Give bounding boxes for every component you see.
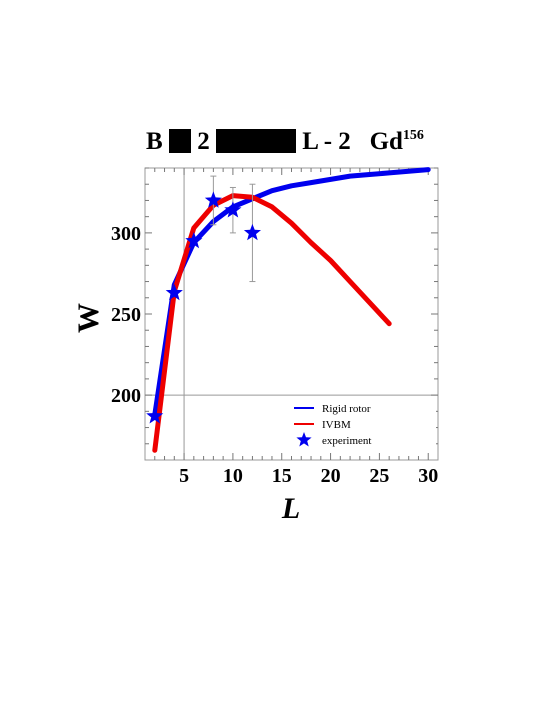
experiment-point (146, 407, 164, 424)
x-axis-label: L (281, 492, 300, 525)
legend-swatch (296, 432, 312, 447)
legend-label: IVBM (322, 419, 351, 431)
y-tick-label: 200 (111, 385, 141, 407)
series-layer (146, 167, 431, 453)
series-line-rigid-rotor (152, 167, 431, 418)
x-tick-label: 20 (321, 465, 341, 487)
title-suffix: L - 2 (302, 128, 351, 155)
x-tick-label: 25 (369, 465, 389, 487)
title-mass: 156 (402, 128, 424, 143)
x-tick-label: 5 (179, 465, 189, 487)
experiment-point (185, 232, 203, 249)
y-tick-label: 300 (111, 223, 141, 245)
x-tick-label: 15 (272, 465, 292, 487)
x-tick-label: 30 (418, 465, 438, 487)
experiment-point (243, 223, 261, 241)
title-redaction-2 (215, 129, 296, 153)
title-nucleus: Gd (369, 128, 403, 155)
y-tick-label: 250 (111, 304, 141, 326)
x-tick-label: 10 (223, 465, 243, 487)
y-axis-label: W (72, 303, 105, 333)
title-mid: 2 (197, 128, 210, 155)
chart-title: B 2 L - 2 Gd156 (146, 128, 424, 156)
title-prefix: B (146, 128, 163, 155)
legend-label: Rigid rotor (322, 403, 371, 415)
experiment-point (165, 283, 183, 301)
legend: Rigid rotor IVBM experiment (286, 396, 436, 448)
experiment-point (204, 191, 222, 208)
experiment-point (224, 201, 242, 218)
series-line-ivbm (152, 193, 392, 453)
axes: 5 10 15 20 25 30 200 250 300 (111, 167, 438, 487)
title-redaction-1 (168, 129, 191, 153)
legend-box (286, 396, 436, 448)
legend-label: experiment (322, 435, 371, 447)
